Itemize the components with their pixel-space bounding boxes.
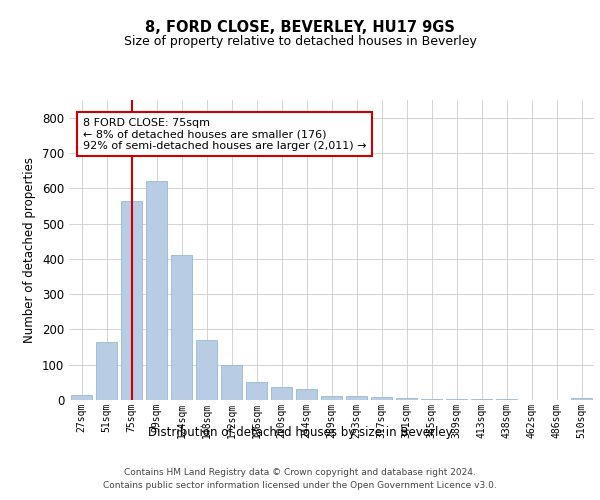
Bar: [296, 390, 317, 400]
Bar: [246, 382, 267, 400]
Bar: [196, 340, 217, 400]
Text: 8, FORD CLOSE, BEVERLEY, HU17 9GS: 8, FORD CLOSE, BEVERLEY, HU17 9GS: [145, 20, 455, 35]
Bar: [71, 394, 92, 400]
Bar: [221, 364, 242, 400]
Bar: [121, 200, 142, 400]
Text: Distribution of detached houses by size in Beverley: Distribution of detached houses by size …: [148, 426, 452, 439]
Text: Contains public sector information licensed under the Open Government Licence v3: Contains public sector information licen…: [103, 480, 497, 490]
Bar: [371, 397, 392, 400]
Bar: [321, 396, 342, 400]
Bar: [171, 256, 192, 400]
Bar: [396, 398, 417, 400]
Bar: [96, 342, 117, 400]
Text: Size of property relative to detached houses in Beverley: Size of property relative to detached ho…: [124, 34, 476, 48]
Bar: [346, 396, 367, 400]
Y-axis label: Number of detached properties: Number of detached properties: [23, 157, 37, 343]
Text: 8 FORD CLOSE: 75sqm
← 8% of detached houses are smaller (176)
92% of semi-detach: 8 FORD CLOSE: 75sqm ← 8% of detached hou…: [83, 118, 366, 151]
Bar: [146, 181, 167, 400]
Bar: [421, 398, 442, 400]
Bar: [471, 399, 492, 400]
Bar: [271, 387, 292, 400]
Bar: [446, 398, 467, 400]
Text: Contains HM Land Registry data © Crown copyright and database right 2024.: Contains HM Land Registry data © Crown c…: [124, 468, 476, 477]
Bar: [571, 398, 592, 400]
